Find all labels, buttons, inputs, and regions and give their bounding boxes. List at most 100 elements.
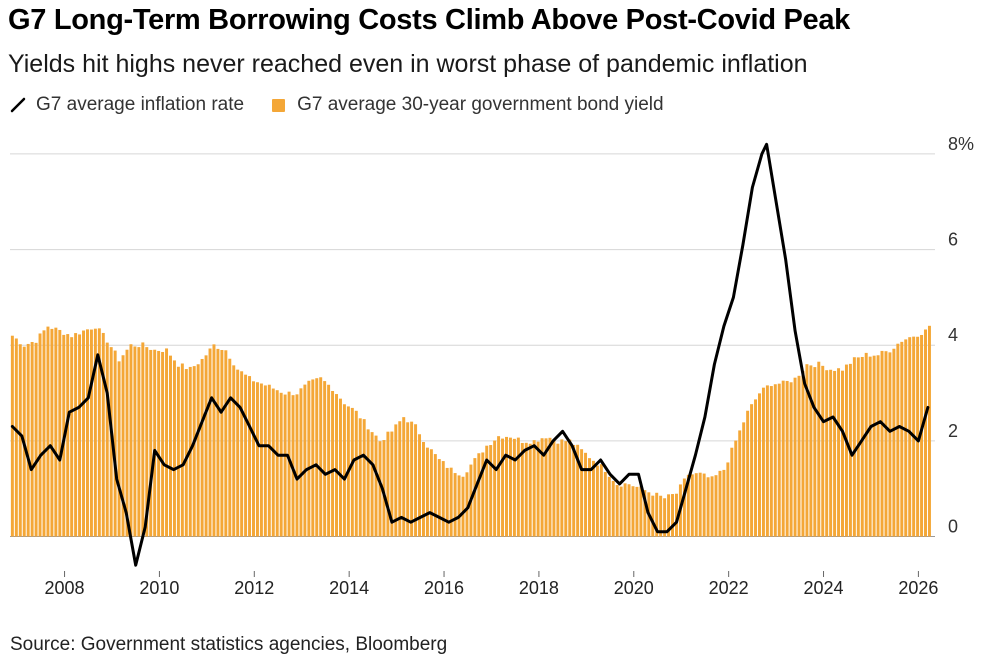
yield-bar xyxy=(777,383,781,537)
yield-bar xyxy=(512,438,516,537)
yield-bar xyxy=(674,493,678,537)
yield-bar xyxy=(303,384,307,537)
yield-bar xyxy=(74,333,78,537)
yield-bar xyxy=(271,388,275,537)
yield-bar xyxy=(900,341,904,537)
yield-bar xyxy=(192,366,196,537)
yield-bar xyxy=(655,492,659,537)
yield-bar xyxy=(255,382,259,537)
yield-bar xyxy=(14,338,18,537)
yield-bar xyxy=(568,439,572,537)
yield-bar xyxy=(797,375,801,537)
yield-bar xyxy=(868,356,872,537)
yield-bar xyxy=(89,329,93,537)
yield-bar xyxy=(765,385,769,537)
yield-bar xyxy=(406,422,410,537)
yield-bar xyxy=(821,365,825,537)
yield-bar xyxy=(615,485,619,537)
yield-bar xyxy=(872,355,876,537)
yield-bar xyxy=(129,344,133,537)
yield-bar xyxy=(453,473,457,537)
y-tick-label: 2 xyxy=(948,421,958,441)
yield-bar xyxy=(864,352,868,537)
legend: G7 average inflation rate G7 average 30-… xyxy=(10,94,692,116)
bar-swatch-icon xyxy=(272,98,286,112)
yield-bar xyxy=(370,432,374,537)
yield-bar xyxy=(611,480,615,537)
yield-bar xyxy=(580,449,584,537)
yield-bar xyxy=(927,325,931,537)
yield-bar xyxy=(920,334,924,537)
yield-bar xyxy=(97,328,101,537)
chart-subtitle: Yields hit highs never reached even in w… xyxy=(8,50,808,78)
y-tick-label: 4 xyxy=(948,325,958,345)
yield-bar xyxy=(418,434,422,537)
yield-bar xyxy=(552,439,556,537)
yield-bar xyxy=(133,346,137,537)
yield-bar xyxy=(607,476,611,537)
legend-item-yield: G7 average 30-year government bond yield xyxy=(272,94,664,116)
yield-bar xyxy=(497,436,501,537)
yield-bar xyxy=(805,364,809,537)
yield-bar xyxy=(169,355,172,537)
yield-bar xyxy=(758,393,761,537)
yield-bar xyxy=(350,407,354,537)
yield-bar xyxy=(540,438,544,537)
yield-bar xyxy=(785,380,789,537)
yield-bar xyxy=(671,494,675,537)
yield-bar xyxy=(742,422,746,537)
yield-bar xyxy=(299,388,303,537)
yield-bar xyxy=(781,380,785,537)
yield-bar xyxy=(457,475,461,537)
yield-bar xyxy=(833,370,837,537)
x-tick-label: 2014 xyxy=(329,578,369,598)
yield-bar xyxy=(501,438,505,537)
yield-bar xyxy=(473,458,477,537)
yield-bar xyxy=(184,369,188,537)
yield-bar xyxy=(82,330,86,537)
yield-bar xyxy=(844,364,848,537)
yield-bar xyxy=(165,348,169,537)
yield-bar xyxy=(599,464,603,537)
yield-bar xyxy=(34,342,38,537)
yield-bar xyxy=(631,486,635,537)
yield-bar xyxy=(196,364,200,537)
yield-bar xyxy=(702,473,706,537)
yield-bar xyxy=(738,430,742,537)
yield-bar xyxy=(358,418,362,537)
x-tick-label: 2016 xyxy=(424,578,464,598)
yield-bar xyxy=(852,357,856,537)
x-tick-label: 2024 xyxy=(804,578,844,598)
yield-bar xyxy=(441,461,445,537)
x-tick-label: 2012 xyxy=(234,578,274,598)
yield-bar xyxy=(722,469,726,537)
yield-bar xyxy=(754,399,758,537)
yield-bar xyxy=(714,475,718,537)
yield-bar xyxy=(548,437,552,537)
yield-bar xyxy=(520,442,524,537)
yield-bar xyxy=(382,440,386,537)
yield-bar xyxy=(706,477,710,537)
yield-bar xyxy=(362,419,366,537)
yield-bar xyxy=(161,351,165,537)
yield-bar xyxy=(141,342,145,537)
yield-bar xyxy=(536,441,540,537)
yield-bar xyxy=(635,486,639,537)
yield-bar xyxy=(516,437,520,537)
yield-bar xyxy=(390,431,394,537)
yield-bar xyxy=(623,483,627,537)
yield-bar xyxy=(505,436,508,537)
yield-bar xyxy=(275,390,279,537)
yield-bar xyxy=(651,495,655,537)
yield-bar xyxy=(315,378,319,537)
legend-item-inflation: G7 average inflation rate xyxy=(10,94,244,116)
yield-bar xyxy=(402,417,406,537)
yield-bar xyxy=(121,355,125,537)
yield-bar xyxy=(481,452,485,537)
yield-bar xyxy=(117,361,121,537)
yield-bar xyxy=(386,431,390,537)
yield-bar xyxy=(378,441,382,537)
yield-bar xyxy=(394,424,398,537)
yield-bar xyxy=(627,484,631,537)
yield-bar xyxy=(263,385,267,537)
